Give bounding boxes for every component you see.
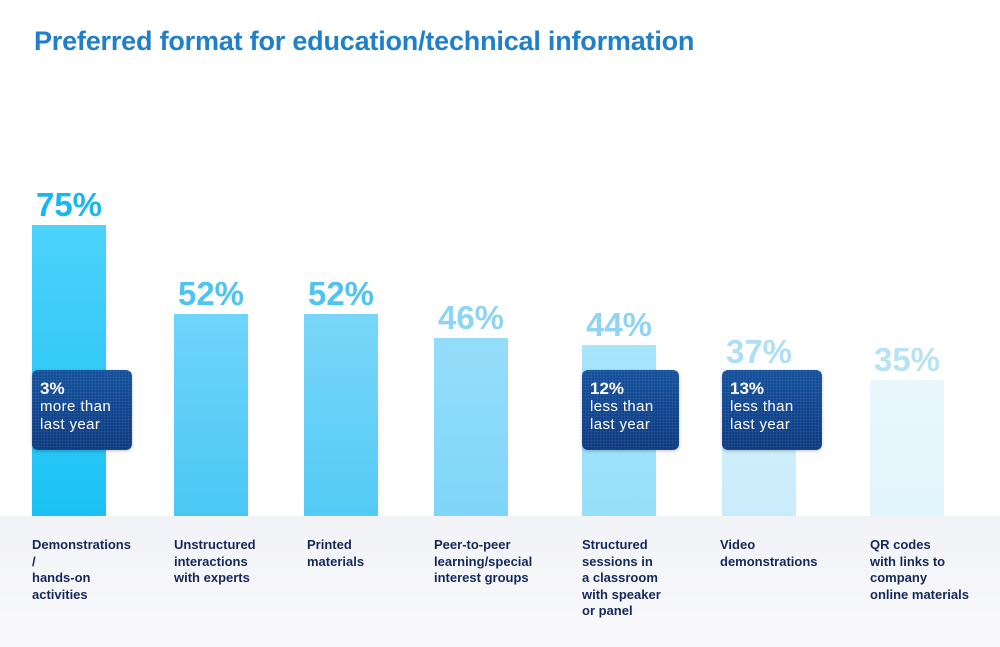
category-label: Printed materials — [307, 537, 365, 569]
category-label: Structured sessions in a classroom with spe… — [582, 537, 661, 618]
category-label: Unstructured interactions with experts — [174, 537, 256, 585]
bar — [174, 314, 248, 516]
category-label: Demonstrations / hands-on activities — [32, 537, 131, 602]
category-label-band — [0, 516, 1000, 647]
value-label: 37% — [725, 333, 793, 370]
change-badge: 3% more than last year — [32, 370, 132, 450]
category-label: Video demonstrations — [720, 537, 818, 569]
category-label: QR codes with links to company online mater… — [870, 537, 969, 602]
bar — [32, 225, 106, 516]
bar — [304, 314, 378, 516]
value-label: 75% — [35, 186, 103, 223]
bar — [434, 338, 508, 516]
change-badge: 12% less than last year — [582, 370, 679, 450]
bar — [870, 380, 944, 516]
chart-title: Preferred format for education/technical… — [34, 26, 695, 56]
value-label: 35% — [873, 341, 941, 378]
value-label: 46% — [437, 299, 505, 336]
value-label: 52% — [177, 275, 245, 312]
change-badge: 13% less than last year — [722, 370, 822, 450]
value-label: 44% — [585, 306, 653, 343]
category-label: Peer-to-peer learning/special interest gro… — [434, 537, 533, 585]
value-label: 52% — [307, 275, 375, 312]
